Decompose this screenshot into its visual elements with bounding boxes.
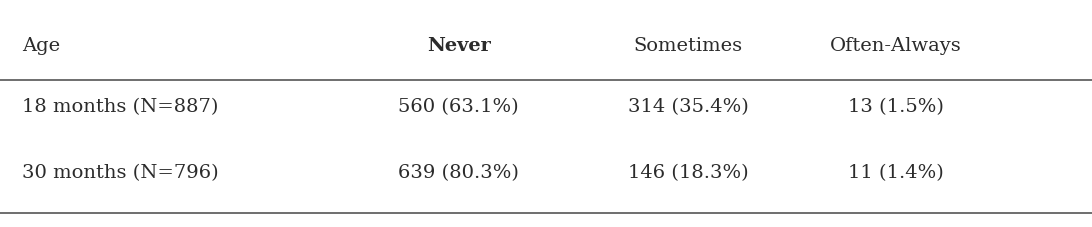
Text: Sometimes: Sometimes <box>633 37 743 54</box>
Text: 146 (18.3%): 146 (18.3%) <box>628 164 748 181</box>
Text: 639 (80.3%): 639 (80.3%) <box>399 164 519 181</box>
Text: 314 (35.4%): 314 (35.4%) <box>628 98 748 116</box>
Text: 13 (1.5%): 13 (1.5%) <box>847 98 943 116</box>
Text: 30 months (N=796): 30 months (N=796) <box>22 164 218 181</box>
Text: 11 (1.4%): 11 (1.4%) <box>847 164 943 181</box>
Text: 560 (63.1%): 560 (63.1%) <box>399 98 519 116</box>
Text: Never: Never <box>427 37 490 54</box>
Text: 18 months (N=887): 18 months (N=887) <box>22 98 218 116</box>
Text: Age: Age <box>22 37 60 54</box>
Text: Often-Always: Often-Always <box>830 37 961 54</box>
